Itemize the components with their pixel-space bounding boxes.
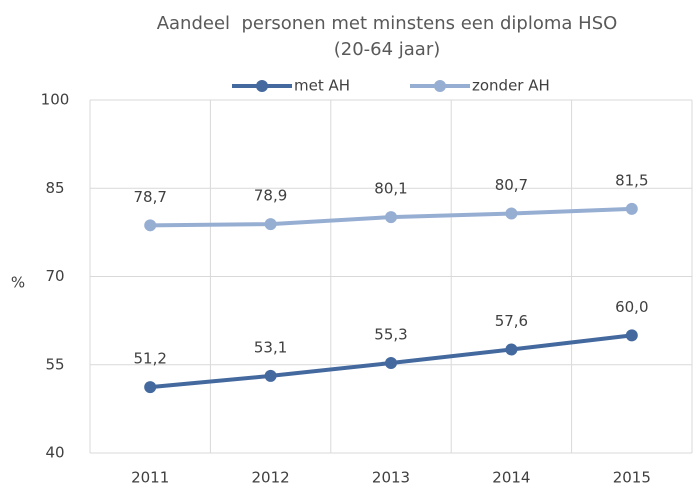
chart-subtitle: (20-64 jaar)	[334, 39, 441, 60]
data-point	[385, 211, 397, 224]
y-tick-label: 40	[45, 444, 64, 462]
data-label: 51,2	[133, 350, 166, 368]
data-point	[264, 369, 277, 382]
data-label: 60,0	[615, 298, 648, 316]
data-label: 57,6	[495, 312, 528, 330]
data-point	[144, 219, 157, 232]
chart-title: Aandeel personen met minstens een diplom…	[157, 13, 618, 34]
legend-label: zonder AH	[472, 77, 550, 95]
y-tick-label: 85	[45, 179, 64, 197]
y-tick-label: 70	[45, 267, 64, 285]
x-tick-label: 2013	[372, 469, 410, 487]
data-label: 78,7	[133, 188, 166, 206]
x-tick-label: 2014	[492, 469, 530, 487]
x-tick-label: 2011	[131, 469, 169, 487]
data-point	[625, 329, 638, 342]
data-label: 81,5	[615, 171, 648, 189]
legend-marker	[434, 80, 446, 92]
x-tick-label: 2015	[613, 469, 651, 487]
data-point	[144, 381, 157, 394]
legend-label: met AH	[294, 77, 350, 95]
y-axis-label: %	[11, 274, 25, 292]
data-point	[385, 356, 397, 369]
data-label: 53,1	[254, 338, 287, 356]
data-label: 80,1	[374, 180, 407, 198]
y-tick-label: 100	[41, 91, 70, 109]
x-tick-label: 2012	[252, 469, 290, 487]
data-label: 80,7	[495, 176, 528, 194]
y-tick-label: 55	[45, 355, 64, 373]
data-label: 55,3	[374, 325, 407, 343]
data-point	[264, 218, 277, 231]
legend-marker	[256, 80, 268, 92]
data-point	[505, 207, 518, 220]
data-point	[505, 343, 518, 356]
data-point	[625, 202, 638, 215]
data-label: 78,9	[254, 187, 287, 205]
